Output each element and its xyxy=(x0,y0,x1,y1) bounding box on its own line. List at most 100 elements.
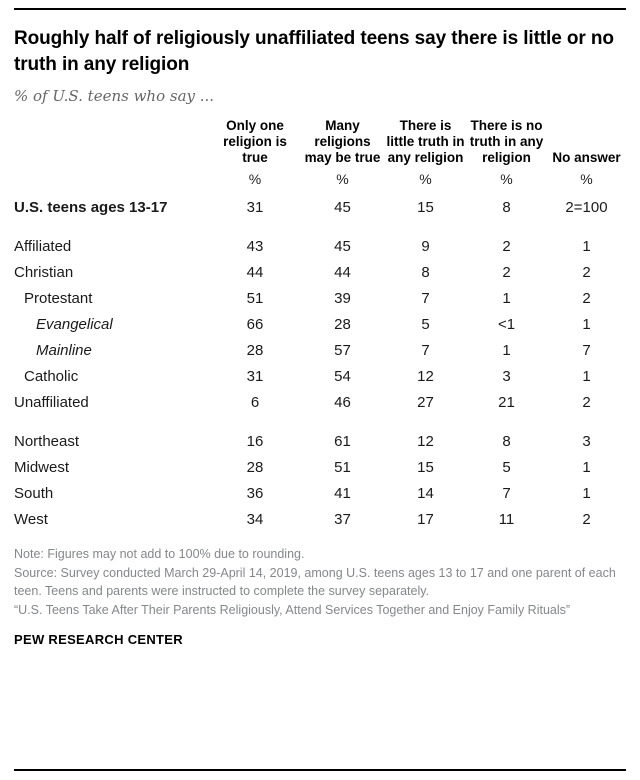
table-row: Unaffiliated 6 46 27 21 2 xyxy=(14,389,626,415)
row-label: Evangelical xyxy=(36,315,113,333)
cell-value: 28 xyxy=(334,315,351,333)
cell-value: 2 xyxy=(502,237,511,255)
spacer-row xyxy=(14,220,626,233)
cell-value: 1 xyxy=(582,458,591,476)
cell-value: 1 xyxy=(502,289,511,307)
cell-value: 8 xyxy=(421,263,430,281)
cell-value: 8 xyxy=(502,432,511,450)
row-label: Northeast xyxy=(14,432,80,450)
column-header: Many religions may be true xyxy=(304,118,381,165)
cell-value: 2 xyxy=(502,263,511,281)
cell-value: 2 xyxy=(582,393,591,411)
cell-value: 61 xyxy=(334,432,351,450)
unit-cell: % xyxy=(336,171,349,187)
cell-value: 8 xyxy=(502,198,511,216)
cell-value: 12 xyxy=(417,367,434,385)
unit-cell: % xyxy=(500,171,513,187)
column-header: There is no truth in any religion xyxy=(469,118,544,165)
table-row: Catholic 31 54 12 3 1 xyxy=(14,363,626,389)
cell-value: 21 xyxy=(498,393,515,411)
top-rule xyxy=(14,8,626,10)
table-row: Northeast 16 61 12 8 3 xyxy=(14,428,626,454)
cell-value: 7 xyxy=(421,341,430,359)
unit-cell: % xyxy=(419,171,432,187)
cell-value: 41 xyxy=(334,484,351,502)
table-row: Affiliated 43 45 9 2 1 xyxy=(14,233,626,259)
cell-value: 3 xyxy=(582,432,591,450)
cell-value: 31 xyxy=(246,198,264,216)
cell-value: 45 xyxy=(334,237,351,255)
cell-value: 7 xyxy=(421,289,430,307)
cell-value: 51 xyxy=(246,289,264,307)
cell-value: 1 xyxy=(582,315,591,333)
cell-value: 17 xyxy=(417,510,434,528)
row-label: U.S. teens ages 13-17 xyxy=(14,198,168,216)
cell-value: 39 xyxy=(334,289,351,307)
cell-value: 2 xyxy=(582,289,591,307)
cell-value: 34 xyxy=(246,510,264,528)
cell-value: 3 xyxy=(502,367,511,385)
column-header: There is little truth in any religion xyxy=(386,118,465,165)
row-label: Protestant xyxy=(24,289,93,307)
cell-value: 1 xyxy=(582,484,591,502)
row-label: South xyxy=(14,484,54,502)
cell-value: 5 xyxy=(502,458,511,476)
row-label: West xyxy=(14,510,48,528)
column-header-row: Only one religion is true Many religions … xyxy=(14,118,626,168)
cell-value: 36 xyxy=(246,484,264,502)
cell-value: 7 xyxy=(502,484,511,502)
cell-value: 31 xyxy=(246,367,264,385)
row-label: Midwest xyxy=(14,458,70,476)
cell-value: 66 xyxy=(246,315,264,333)
report-title-text: “U.S. Teens Take After Their Parents Rel… xyxy=(14,602,571,617)
spacer-cell xyxy=(14,220,626,233)
cell-value: 28 xyxy=(246,341,264,359)
cell-value: 11 xyxy=(498,510,515,528)
cell-value: 7 xyxy=(582,341,591,359)
cell-value: 37 xyxy=(334,510,351,528)
note-text: Note: Figures may not add to 100% due to… xyxy=(14,547,305,561)
cell-value: 54 xyxy=(334,367,351,385)
table-row: Christian 44 44 8 2 2 xyxy=(14,259,626,285)
table-row: U.S. teens ages 13-17 31 45 15 8 2=100 xyxy=(14,194,626,220)
cell-value: 1 xyxy=(582,367,591,385)
cell-value: 45 xyxy=(334,198,351,216)
cell-value: 15 xyxy=(417,198,434,216)
cell-value: 44 xyxy=(334,263,351,281)
cell-value: 27 xyxy=(417,393,434,411)
unit-row: %%%%% xyxy=(14,168,626,194)
table-row: Midwest 28 51 15 5 1 xyxy=(14,454,626,480)
cell-value: 43 xyxy=(246,237,264,255)
table-head: Only one religion is true Many religions … xyxy=(14,118,626,194)
cell-value: 2 xyxy=(582,263,591,281)
row-label: Catholic xyxy=(24,367,79,385)
cell-value: 46 xyxy=(334,393,351,411)
cell-value: 57 xyxy=(334,341,351,359)
row-label: Affiliated xyxy=(14,237,72,255)
cell-value: 44 xyxy=(246,263,264,281)
cell-value: 16 xyxy=(246,432,264,450)
table-row: Protestant 51 39 7 1 2 xyxy=(14,285,626,311)
corner-cell xyxy=(14,118,210,168)
brand-wordmark: PEW RESEARCH CENTER xyxy=(14,632,183,647)
cell-value: 15 xyxy=(417,458,434,476)
row-label: Christian xyxy=(14,263,74,281)
data-table: Only one religion is true Many religions … xyxy=(14,118,626,532)
table-row: West 34 37 17 11 2 xyxy=(14,506,626,532)
cell-value: 1 xyxy=(502,341,511,359)
row-label: Mainline xyxy=(36,341,92,359)
column-header: Only one religion is true xyxy=(223,118,287,165)
unit-cell: % xyxy=(580,171,593,187)
unit-cell: % xyxy=(248,171,262,187)
cell-value: 28 xyxy=(246,458,264,476)
footnotes: Note: Figures may not add to 100% due to… xyxy=(14,545,620,619)
cell-value: <1 xyxy=(497,315,516,333)
spacer-cell xyxy=(14,415,626,428)
cell-value: 1 xyxy=(582,237,591,255)
table-row: Mainline 28 57 7 1 7 xyxy=(14,337,626,363)
cell-value: 51 xyxy=(334,458,351,476)
table-row: South 36 41 14 7 1 xyxy=(14,480,626,506)
corner-cell xyxy=(14,168,210,194)
source-text: Source: Survey conducted March 29-April … xyxy=(14,565,616,599)
